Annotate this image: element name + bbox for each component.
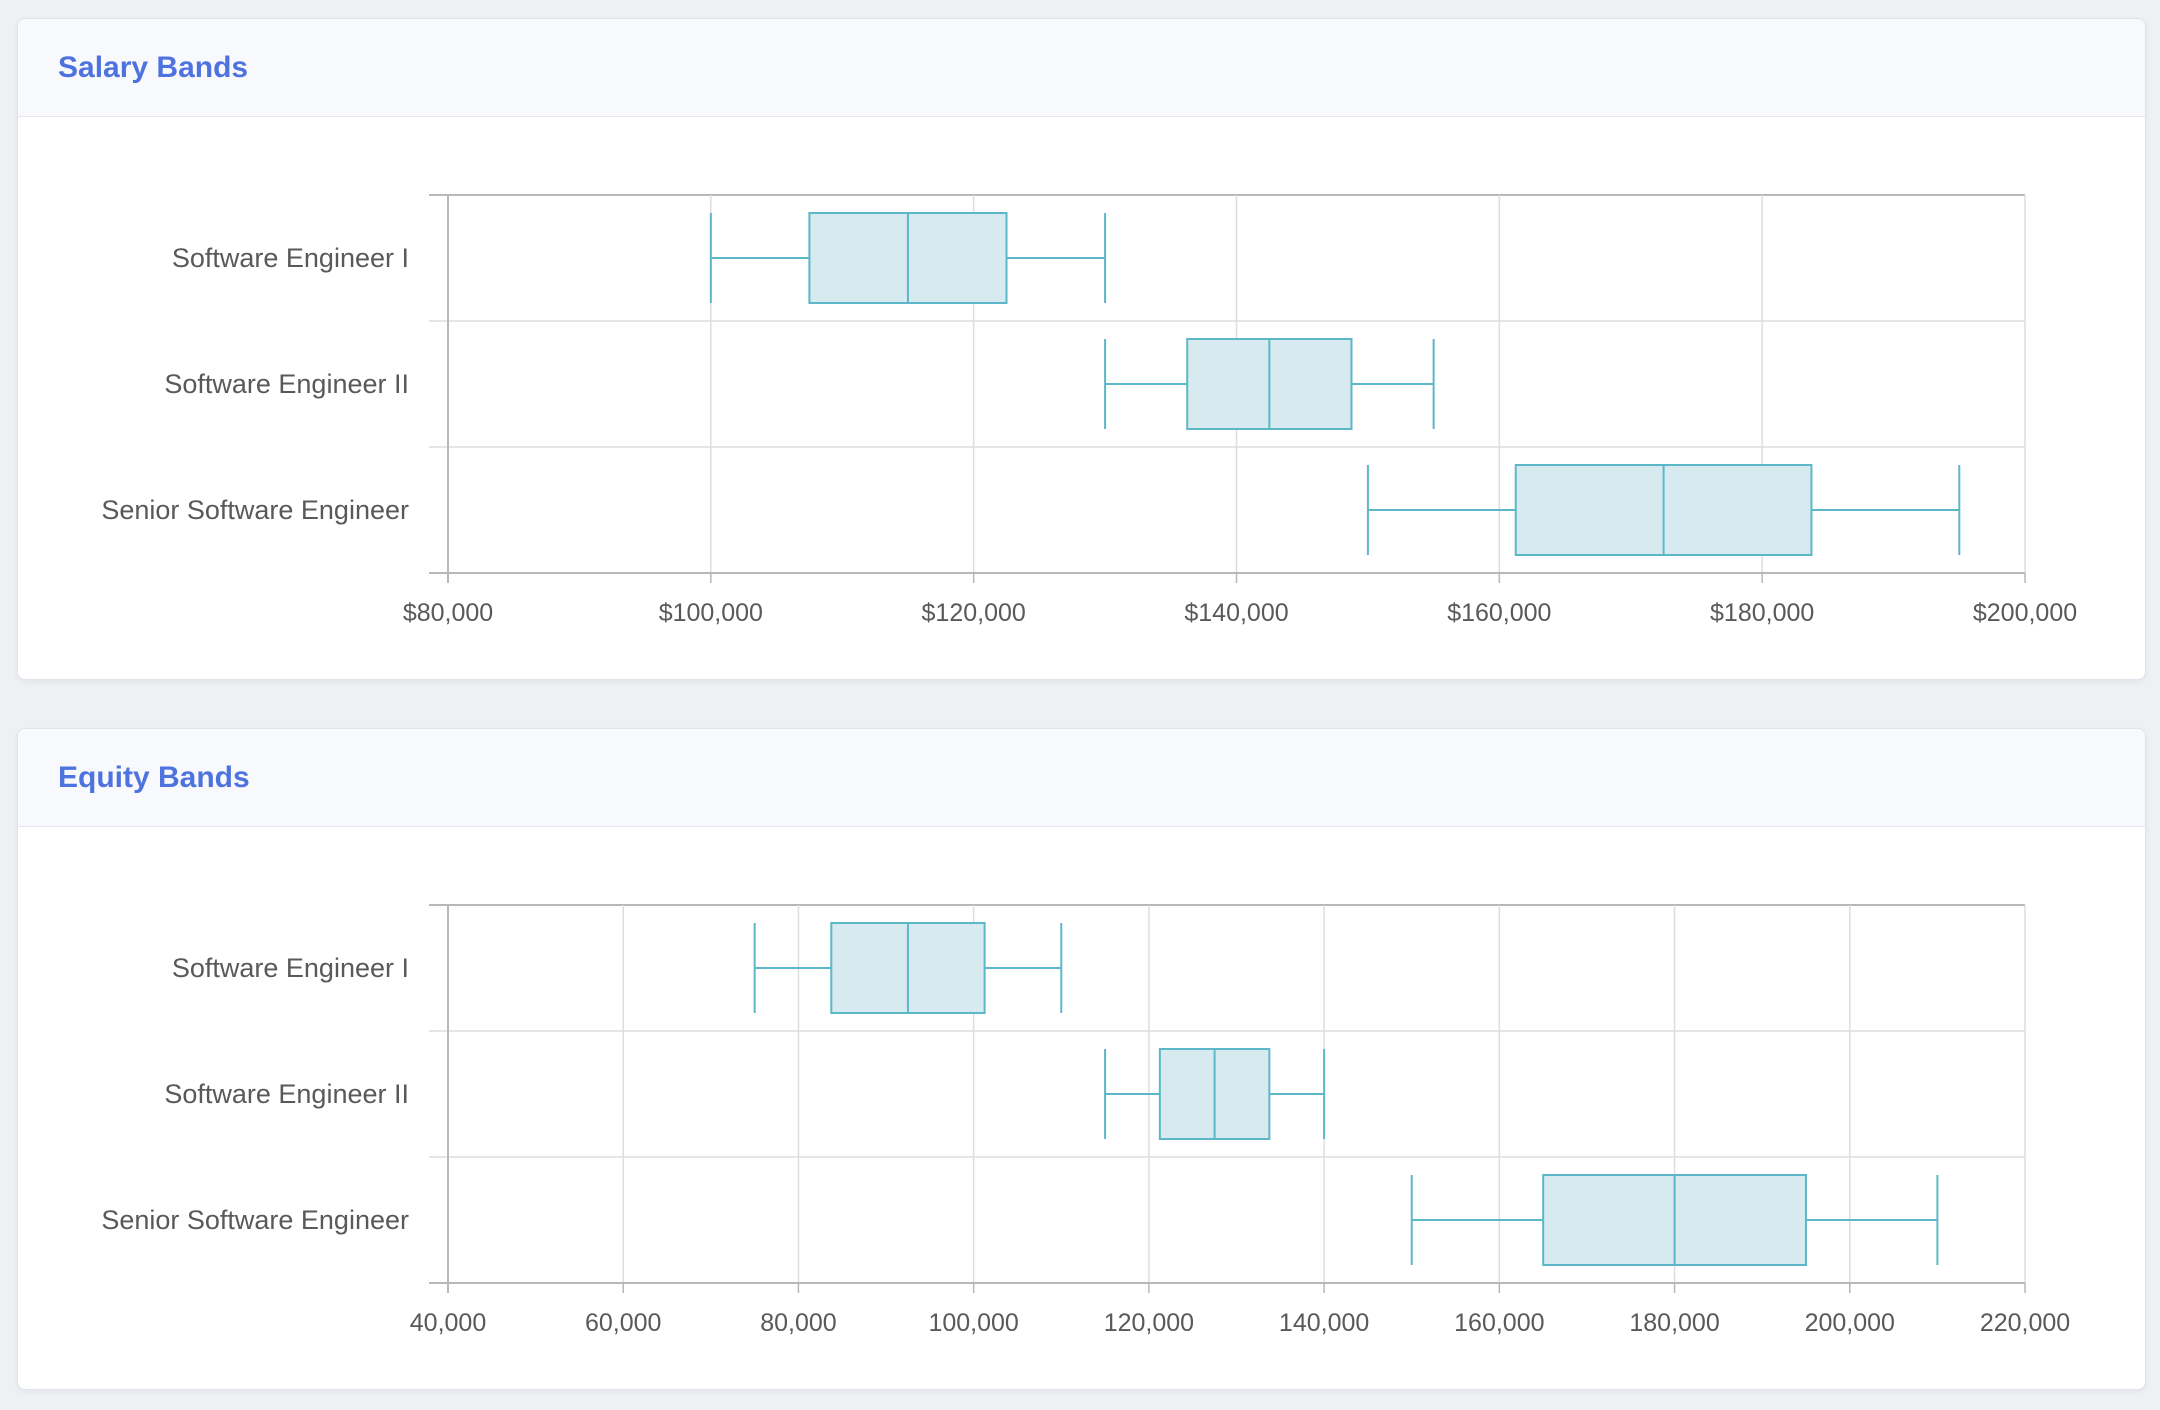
x-tick-label: 200,000: [1805, 1309, 1895, 1337]
x-tick-label: 100,000: [928, 1309, 1018, 1337]
x-tick-label: 160,000: [1454, 1309, 1544, 1337]
x-tick-label: 60,000: [585, 1309, 661, 1337]
salary-bands-title: Salary Bands: [58, 50, 249, 84]
x-tick-label: 140,000: [1279, 1309, 1369, 1337]
x-tick-label: 220,000: [1980, 1309, 2070, 1337]
x-tick-label: $140,000: [1184, 599, 1288, 627]
x-tick-label: 120,000: [1104, 1309, 1194, 1337]
category-label: Software Engineer II: [164, 1079, 409, 1109]
salary-bands-header: Salary Bands: [18, 19, 2145, 117]
category-label: Software Engineer I: [172, 243, 409, 273]
salary-bands-chart: $80,000 $100,000 $120,000 $140,000 $160,000 $…: [101, 194, 2077, 627]
x-tick-label: $100,000: [659, 599, 763, 627]
equity-bands-card: Equity Bands 40,000 60,000 80,000 100,000 12…: [17, 728, 2146, 1390]
equity-bands-chart: 40,000 60,000 80,000 100,000 120,000 140,000 1…: [101, 904, 2070, 1337]
equity-bands-title: Equity Bands: [58, 760, 250, 794]
x-tick-label: $180,000: [1710, 599, 1814, 627]
x-tick-label: $80,000: [403, 599, 493, 627]
x-tick-label: $120,000: [922, 599, 1026, 627]
category-label: Senior Software Engineer: [101, 1205, 409, 1235]
x-tick-label: 180,000: [1629, 1309, 1719, 1337]
x-tick-label: 80,000: [760, 1309, 836, 1337]
category-label: Senior Software Engineer: [101, 495, 409, 525]
x-tick-label: 40,000: [410, 1309, 486, 1337]
category-label: Software Engineer I: [172, 953, 409, 983]
category-label: Software Engineer II: [164, 369, 409, 399]
x-tick-label: $160,000: [1447, 599, 1551, 627]
salary-bands-card: Salary Bands $80,000 $100,000 $120,000 $140…: [17, 18, 2146, 680]
equity-bands-header: Equity Bands: [18, 729, 2145, 827]
x-tick-label: $200,000: [1973, 599, 2077, 627]
